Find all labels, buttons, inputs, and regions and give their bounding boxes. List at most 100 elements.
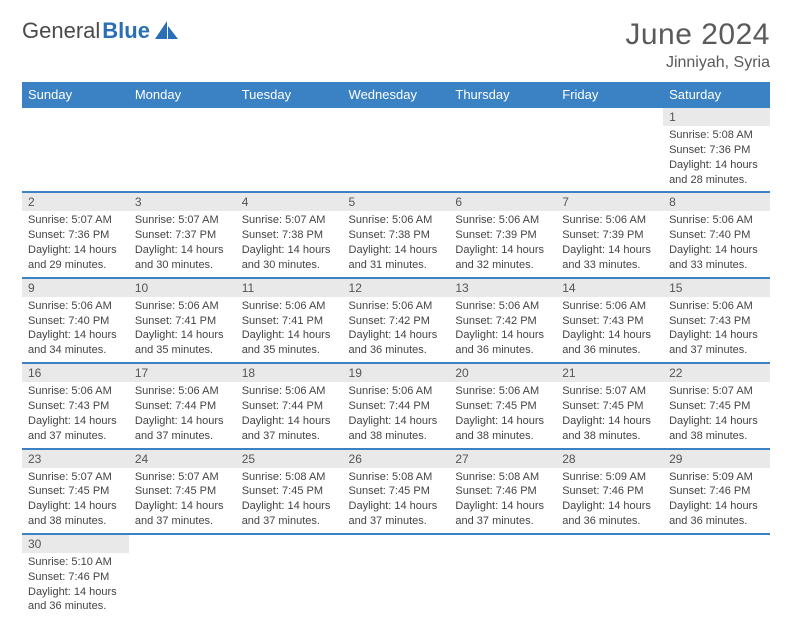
day-number-blank <box>236 534 343 553</box>
calendar-week-row: 1Sunrise: 5:08 AMSunset: 7:36 PMDaylight… <box>22 107 770 192</box>
day-details: Sunrise: 5:09 AMSunset: 7:46 PMDaylight:… <box>663 468 770 533</box>
day-number: 4 <box>236 192 343 211</box>
daylight-text: Daylight: 14 hours and 38 minutes. <box>349 414 444 444</box>
title-block: June 2024 Jinniyah, Syria <box>625 18 770 72</box>
calendar-cell: 17Sunrise: 5:06 AMSunset: 7:44 PMDayligh… <box>129 363 236 448</box>
calendar-cell: 3Sunrise: 5:07 AMSunset: 7:37 PMDaylight… <box>129 192 236 277</box>
daylight-text: Daylight: 14 hours and 38 minutes. <box>562 414 657 444</box>
day-number: 13 <box>449 278 556 297</box>
sunrise-text: Sunrise: 5:07 AM <box>242 213 337 228</box>
sunrise-text: Sunrise: 5:06 AM <box>135 299 230 314</box>
sunset-text: Sunset: 7:46 PM <box>669 484 764 499</box>
sunset-text: Sunset: 7:38 PM <box>242 228 337 243</box>
calendar-cell: 20Sunrise: 5:06 AMSunset: 7:45 PMDayligh… <box>449 363 556 448</box>
sunset-text: Sunset: 7:39 PM <box>562 228 657 243</box>
day-number: 23 <box>22 449 129 468</box>
day-details: Sunrise: 5:06 AMSunset: 7:43 PMDaylight:… <box>556 297 663 362</box>
sunset-text: Sunset: 7:46 PM <box>455 484 550 499</box>
sunset-text: Sunset: 7:42 PM <box>349 314 444 329</box>
day-details: Sunrise: 5:07 AMSunset: 7:37 PMDaylight:… <box>129 211 236 276</box>
calendar-cell: 1Sunrise: 5:08 AMSunset: 7:36 PMDaylight… <box>663 107 770 192</box>
calendar-cell <box>556 107 663 192</box>
sunrise-text: Sunrise: 5:10 AM <box>28 555 123 570</box>
day-number: 8 <box>663 192 770 211</box>
calendar-cell: 16Sunrise: 5:06 AMSunset: 7:43 PMDayligh… <box>22 363 129 448</box>
calendar-cell: 11Sunrise: 5:06 AMSunset: 7:41 PMDayligh… <box>236 277 343 362</box>
day-details: Sunrise: 5:06 AMSunset: 7:39 PMDaylight:… <box>449 211 556 276</box>
daylight-text: Daylight: 14 hours and 37 minutes. <box>455 499 550 529</box>
calendar-cell: 26Sunrise: 5:08 AMSunset: 7:45 PMDayligh… <box>343 448 450 533</box>
sunset-text: Sunset: 7:40 PM <box>669 228 764 243</box>
daylight-text: Daylight: 14 hours and 38 minutes. <box>669 414 764 444</box>
daylight-text: Daylight: 14 hours and 36 minutes. <box>455 328 550 358</box>
calendar-cell <box>449 107 556 192</box>
day-details: Sunrise: 5:07 AMSunset: 7:45 PMDaylight:… <box>556 382 663 447</box>
day-details: Sunrise: 5:06 AMSunset: 7:41 PMDaylight:… <box>236 297 343 362</box>
sunrise-text: Sunrise: 5:07 AM <box>135 213 230 228</box>
month-title: June 2024 <box>625 18 770 52</box>
calendar-cell: 7Sunrise: 5:06 AMSunset: 7:39 PMDaylight… <box>556 192 663 277</box>
daylight-text: Daylight: 14 hours and 33 minutes. <box>562 243 657 273</box>
sunrise-text: Sunrise: 5:06 AM <box>349 213 444 228</box>
day-number-blank <box>449 534 556 553</box>
day-number: 6 <box>449 192 556 211</box>
calendar-cell <box>663 533 770 618</box>
logo: GeneralBlue <box>22 18 180 44</box>
sunset-text: Sunset: 7:43 PM <box>669 314 764 329</box>
calendar-cell: 25Sunrise: 5:08 AMSunset: 7:45 PMDayligh… <box>236 448 343 533</box>
day-number: 25 <box>236 449 343 468</box>
sunset-text: Sunset: 7:45 PM <box>669 399 764 414</box>
weekday-header: Sunday <box>22 82 129 107</box>
calendar-cell: 21Sunrise: 5:07 AMSunset: 7:45 PMDayligh… <box>556 363 663 448</box>
calendar-cell: 5Sunrise: 5:06 AMSunset: 7:38 PMDaylight… <box>343 192 450 277</box>
calendar-cell <box>449 533 556 618</box>
day-details: Sunrise: 5:07 AMSunset: 7:45 PMDaylight:… <box>129 468 236 533</box>
day-details: Sunrise: 5:08 AMSunset: 7:45 PMDaylight:… <box>343 468 450 533</box>
sunrise-text: Sunrise: 5:06 AM <box>242 384 337 399</box>
sunset-text: Sunset: 7:46 PM <box>28 570 123 585</box>
day-details: Sunrise: 5:06 AMSunset: 7:43 PMDaylight:… <box>663 297 770 362</box>
sunrise-text: Sunrise: 5:06 AM <box>562 213 657 228</box>
daylight-text: Daylight: 14 hours and 30 minutes. <box>135 243 230 273</box>
day-number: 14 <box>556 278 663 297</box>
day-number: 17 <box>129 363 236 382</box>
logo-sail-icon <box>154 20 180 40</box>
sunrise-text: Sunrise: 5:06 AM <box>135 384 230 399</box>
calendar-cell <box>556 533 663 618</box>
day-details: Sunrise: 5:06 AMSunset: 7:45 PMDaylight:… <box>449 382 556 447</box>
location: Jinniyah, Syria <box>625 54 770 72</box>
day-details: Sunrise: 5:08 AMSunset: 7:45 PMDaylight:… <box>236 468 343 533</box>
weekday-header: Wednesday <box>343 82 450 107</box>
daylight-text: Daylight: 14 hours and 37 minutes. <box>349 499 444 529</box>
calendar-cell: 28Sunrise: 5:09 AMSunset: 7:46 PMDayligh… <box>556 448 663 533</box>
sunrise-text: Sunrise: 5:07 AM <box>28 470 123 485</box>
day-number: 15 <box>663 278 770 297</box>
day-details: Sunrise: 5:06 AMSunset: 7:42 PMDaylight:… <box>343 297 450 362</box>
daylight-text: Daylight: 14 hours and 32 minutes. <box>455 243 550 273</box>
calendar-week-row: 30Sunrise: 5:10 AMSunset: 7:46 PMDayligh… <box>22 533 770 618</box>
calendar-cell <box>343 533 450 618</box>
sunset-text: Sunset: 7:43 PM <box>28 399 123 414</box>
sunrise-text: Sunrise: 5:07 AM <box>135 470 230 485</box>
sunrise-text: Sunrise: 5:08 AM <box>455 470 550 485</box>
calendar-cell: 6Sunrise: 5:06 AMSunset: 7:39 PMDaylight… <box>449 192 556 277</box>
sunset-text: Sunset: 7:45 PM <box>135 484 230 499</box>
day-details: Sunrise: 5:06 AMSunset: 7:40 PMDaylight:… <box>22 297 129 362</box>
sunset-text: Sunset: 7:42 PM <box>455 314 550 329</box>
day-number-blank <box>22 107 129 126</box>
sunrise-text: Sunrise: 5:06 AM <box>455 213 550 228</box>
calendar-cell: 4Sunrise: 5:07 AMSunset: 7:38 PMDaylight… <box>236 192 343 277</box>
sunrise-text: Sunrise: 5:06 AM <box>28 299 123 314</box>
daylight-text: Daylight: 14 hours and 36 minutes. <box>28 585 123 615</box>
day-number: 1 <box>663 107 770 126</box>
day-details: Sunrise: 5:06 AMSunset: 7:44 PMDaylight:… <box>343 382 450 447</box>
calendar-cell: 9Sunrise: 5:06 AMSunset: 7:40 PMDaylight… <box>22 277 129 362</box>
day-number-blank <box>236 107 343 126</box>
daylight-text: Daylight: 14 hours and 28 minutes. <box>669 158 764 188</box>
calendar-cell <box>22 107 129 192</box>
sunset-text: Sunset: 7:40 PM <box>28 314 123 329</box>
day-number-blank <box>343 107 450 126</box>
day-number-blank <box>556 534 663 553</box>
daylight-text: Daylight: 14 hours and 35 minutes. <box>242 328 337 358</box>
weekday-header-row: Sunday Monday Tuesday Wednesday Thursday… <box>22 82 770 107</box>
